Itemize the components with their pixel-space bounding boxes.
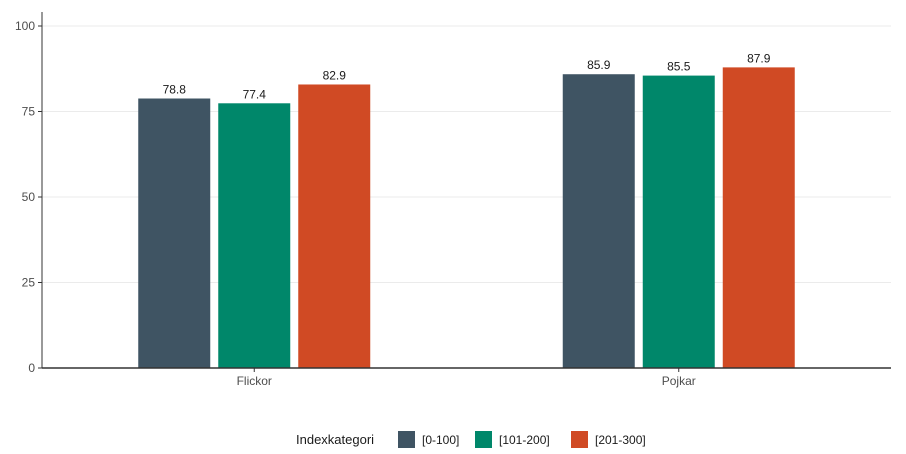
y-tick-label: 25 <box>22 276 36 290</box>
legend-title: Indexkategori <box>296 432 374 447</box>
bar <box>642 75 715 368</box>
bar <box>722 67 795 368</box>
y-tick-label: 75 <box>22 105 36 119</box>
bars <box>138 67 795 369</box>
axes: 0 25 50 75 100 Flickor Pojkar <box>15 12 891 388</box>
bar <box>298 84 371 369</box>
x-tick-label: Flickor <box>237 374 272 388</box>
legend-label: [201-300] <box>595 433 646 447</box>
x-tick-label: Pojkar <box>662 374 696 388</box>
data-label: 87.9 <box>747 51 771 65</box>
data-label: 77.4 <box>243 87 267 101</box>
legend-label: [101-200] <box>499 433 550 447</box>
data-label: 82.9 <box>323 68 347 82</box>
data-labels: 78.8 77.4 82.9 85.9 85.5 87.9 <box>163 51 771 101</box>
legend: Indexkategori [0-100] [101-200] [201-300] <box>296 431 646 448</box>
data-label: 78.8 <box>163 83 187 97</box>
bar <box>218 103 291 369</box>
legend-label: [0-100] <box>422 433 459 447</box>
bar <box>138 98 211 368</box>
data-label: 85.5 <box>667 60 691 74</box>
data-label: 85.9 <box>587 58 611 72</box>
y-tick-label: 100 <box>15 19 35 33</box>
y-tick-label: 0 <box>28 361 35 375</box>
legend-swatch <box>398 431 415 448</box>
legend-swatch <box>475 431 492 448</box>
bar <box>562 74 635 369</box>
legend-swatch <box>571 431 588 448</box>
y-tick-label: 50 <box>22 190 36 204</box>
